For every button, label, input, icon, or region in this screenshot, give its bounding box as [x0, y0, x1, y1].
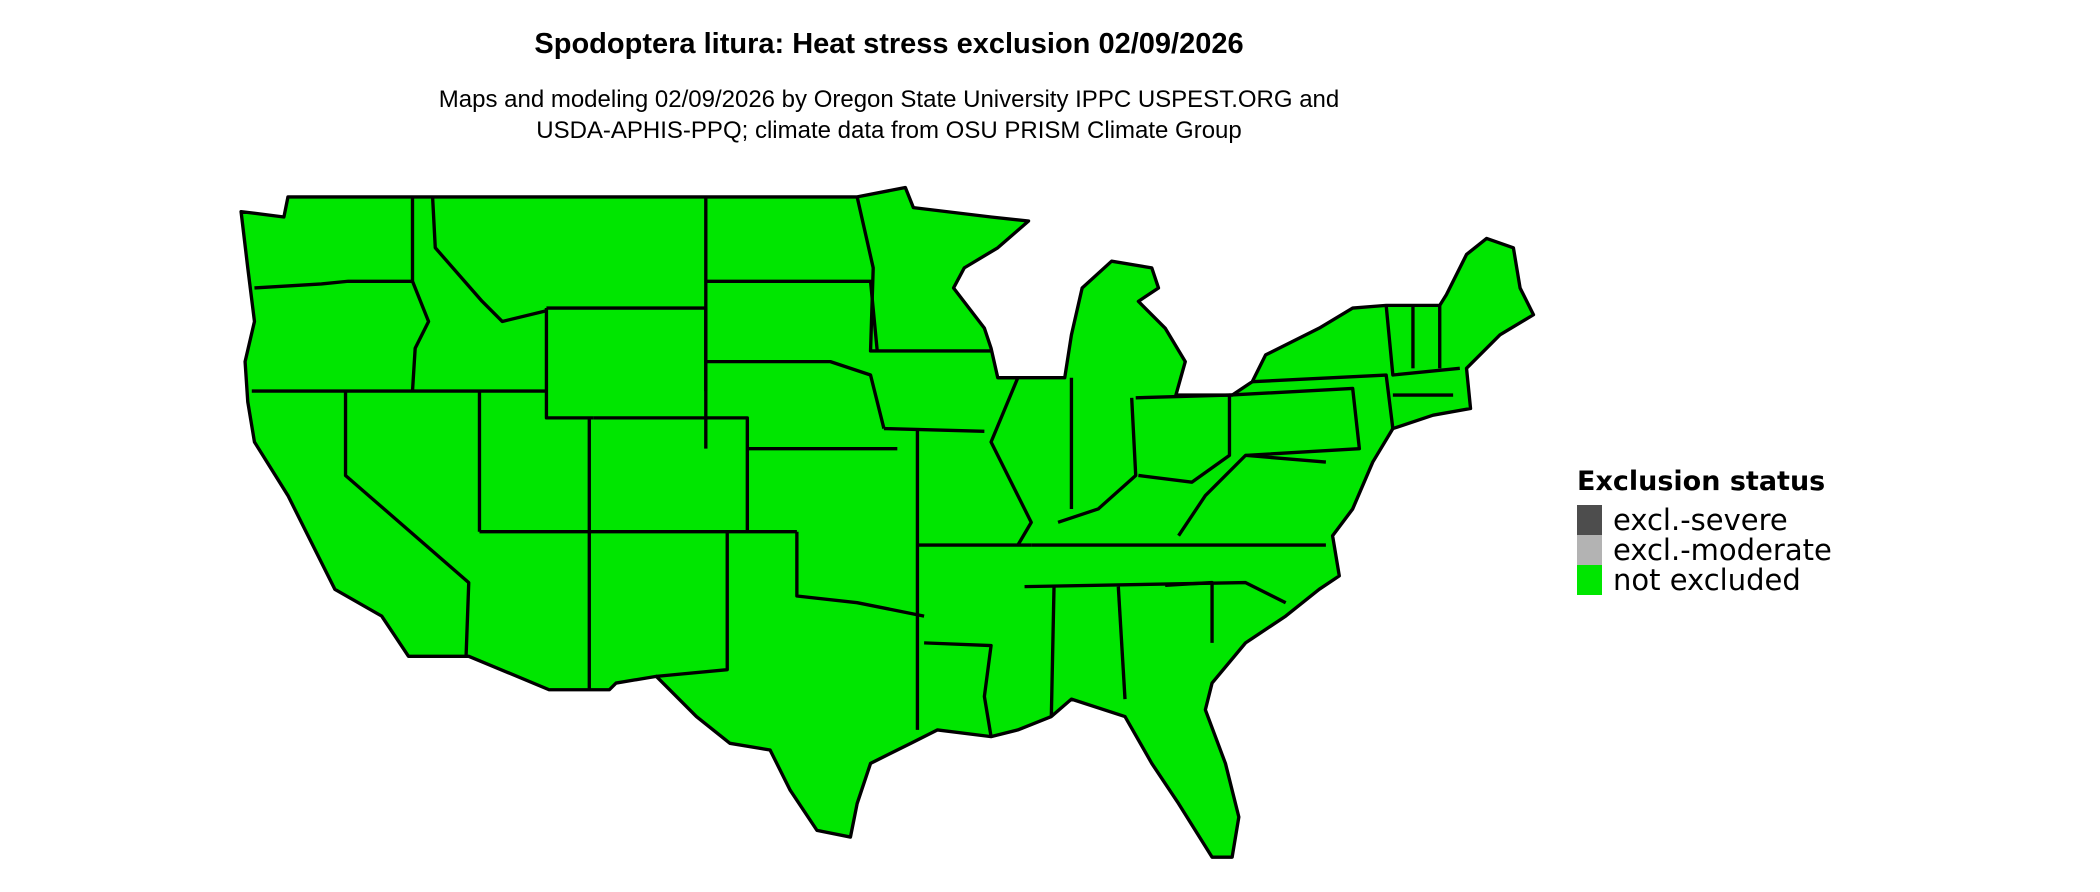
legend-item-moderate: excl.-moderate — [1577, 533, 1832, 567]
legend-label: excl.-moderate — [1613, 533, 1832, 567]
legend-label: excl.-severe — [1613, 503, 1788, 537]
state-borders — [251, 196, 1460, 737]
legend: Exclusion status excl.-severe excl.-mode… — [1577, 466, 1832, 597]
legend-swatch — [1577, 565, 1602, 595]
legend-title: Exclusion status — [1577, 466, 1826, 497]
map-title: Spodoptera litura: Heat stress exclusion… — [534, 28, 1244, 60]
legend-item-not-excluded: not excluded — [1577, 563, 1832, 597]
subtitle-line-2: USDA-APHIS-PPQ; climate data from OSU PR… — [536, 117, 1242, 144]
map-subtitle: Maps and modeling 02/09/2026 by Oregon S… — [0, 84, 1778, 146]
legend-swatch — [1577, 505, 1602, 535]
legend-item-severe: excl.-severe — [1577, 503, 1832, 537]
legend-swatch — [1577, 535, 1602, 565]
subtitle-line-1: Maps and modeling 02/09/2026 by Oregon S… — [438, 86, 1340, 113]
us-outline — [239, 185, 1536, 859]
legend-label: not excluded — [1613, 563, 1801, 597]
